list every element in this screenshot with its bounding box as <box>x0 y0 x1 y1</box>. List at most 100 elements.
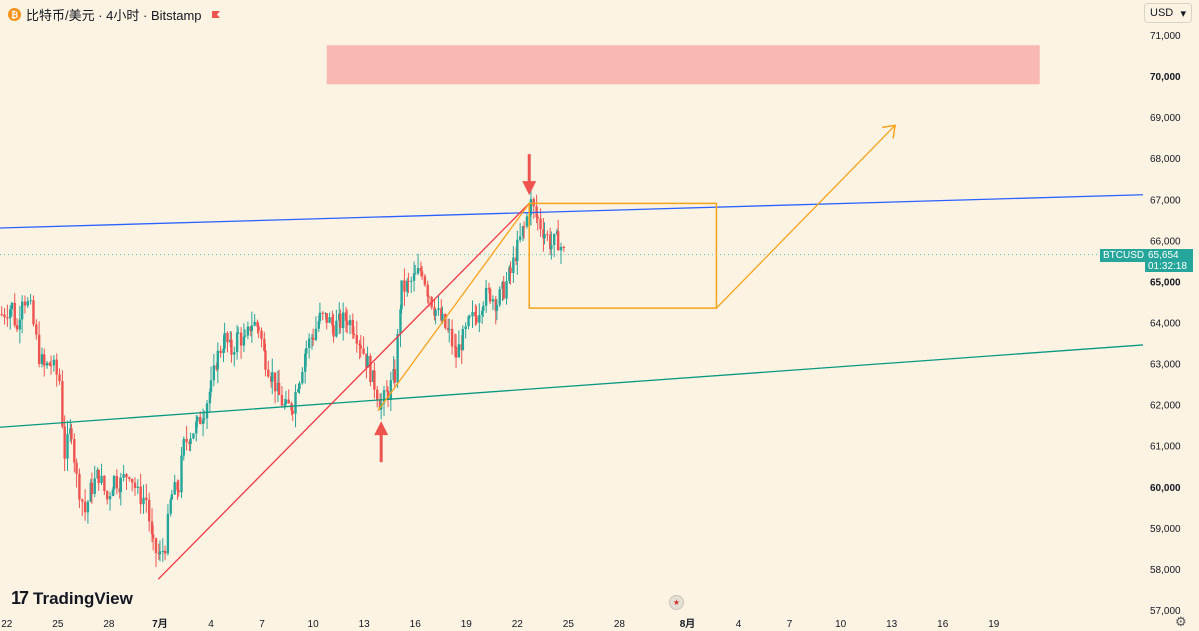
y-tick-label: 60,000 <box>1150 483 1181 494</box>
candle-body <box>243 335 247 337</box>
candle-body <box>509 267 512 274</box>
candle-body <box>416 267 420 274</box>
candle-body <box>196 416 199 422</box>
candle-body <box>535 206 538 217</box>
candle-body <box>284 399 288 405</box>
candle-body <box>52 359 56 366</box>
candle-body <box>457 344 461 358</box>
resistance-zone-rect <box>326 45 1040 85</box>
candle-body <box>516 239 519 261</box>
candle-body <box>331 317 334 326</box>
candle-body <box>90 482 94 494</box>
candle-body <box>86 501 90 513</box>
candle-body <box>125 474 128 478</box>
red-trend-line <box>157 202 530 580</box>
candle-body <box>410 280 413 282</box>
candle-body <box>45 362 49 366</box>
candle-body <box>201 419 205 425</box>
candle-body <box>112 476 116 490</box>
x-tick-label: 22 <box>1 619 13 630</box>
candle-body <box>468 316 471 318</box>
candle-body <box>297 389 300 392</box>
candle-body <box>277 382 281 395</box>
candle-body <box>26 301 29 306</box>
x-tick-label: 25 <box>52 619 64 630</box>
candle-body <box>158 551 162 555</box>
candle-body <box>119 477 123 493</box>
candle-body <box>559 246 563 251</box>
candle-body <box>454 346 458 358</box>
x-tick-label: 22 <box>512 619 524 630</box>
tradingview-logo[interactable]: 17 TradingView <box>11 588 133 609</box>
x-tick-label: 13 <box>886 619 898 630</box>
candle-body <box>273 372 277 392</box>
y-tick-label: 58,000 <box>1150 565 1181 576</box>
candle-body <box>307 338 311 348</box>
y-tick-label: 64,000 <box>1150 319 1181 330</box>
candle-body <box>145 497 148 500</box>
candle-body <box>382 390 386 404</box>
candle-body <box>437 308 440 310</box>
candle-body <box>521 226 525 237</box>
candle-body <box>441 314 444 321</box>
candle-body <box>100 475 103 484</box>
candle-body <box>151 534 155 539</box>
candle-body <box>423 276 427 285</box>
candle-body <box>358 343 361 346</box>
candle-body <box>502 281 505 299</box>
us-flag-icon[interactable]: ★ <box>669 595 684 610</box>
red-flag-icon[interactable] <box>211 10 221 20</box>
candle-body <box>525 216 529 227</box>
candle-body <box>396 333 399 383</box>
candle-body <box>253 321 256 326</box>
tradingview-logo-icon: 17 <box>11 588 29 608</box>
candle-body <box>29 300 32 302</box>
candle-body <box>542 229 545 239</box>
candle-body <box>345 320 349 326</box>
y-tick-label: 61,000 <box>1150 442 1181 453</box>
x-tick-label: 7月 <box>152 618 168 630</box>
y-tick-label: 66,000 <box>1150 236 1181 247</box>
green-trend-line <box>0 344 1144 428</box>
x-tick-label: 16 <box>937 619 949 630</box>
currency-label: USD <box>1150 7 1174 19</box>
candle-body <box>182 438 185 456</box>
candle-body <box>412 273 416 281</box>
candle-body <box>287 399 290 404</box>
candle-body <box>37 334 41 364</box>
x-tick-label: 4 <box>208 619 214 630</box>
candle-body <box>122 474 125 478</box>
currency-selector[interactable]: USD ▾ <box>1144 3 1192 23</box>
candle-body <box>328 317 331 323</box>
y-tick-label: 69,000 <box>1150 113 1181 124</box>
candlesticks <box>0 188 566 568</box>
candle-body <box>487 287 491 290</box>
candle-body <box>78 473 81 500</box>
candle-body <box>434 309 437 316</box>
candle-body <box>166 513 170 554</box>
candle-body <box>237 332 240 334</box>
candle-body <box>239 332 243 346</box>
candle-body <box>482 305 485 311</box>
candle-body <box>373 370 376 390</box>
candle-body <box>177 490 180 493</box>
candle-body <box>495 304 499 311</box>
y-tick-label: 63,000 <box>1150 360 1181 371</box>
x-tick-label: 28 <box>614 619 626 630</box>
settings-icon[interactable]: ⚙ <box>1175 614 1187 629</box>
candle-body <box>49 365 53 367</box>
last-price: 65,654 <box>1148 250 1179 261</box>
candle-body <box>444 314 447 328</box>
candle-body <box>484 287 488 306</box>
resistance-zone <box>326 45 1040 85</box>
symbol-title: 比特币/美元 · 4小时 · Bitstamp <box>26 8 202 23</box>
candle-body <box>536 216 539 219</box>
candle-body <box>136 486 140 489</box>
candle-body <box>163 550 167 554</box>
candle-body <box>464 326 467 329</box>
signal-arrows <box>374 154 537 463</box>
candle-body <box>491 299 495 302</box>
candle-body <box>512 257 515 274</box>
candle-body <box>130 478 134 483</box>
